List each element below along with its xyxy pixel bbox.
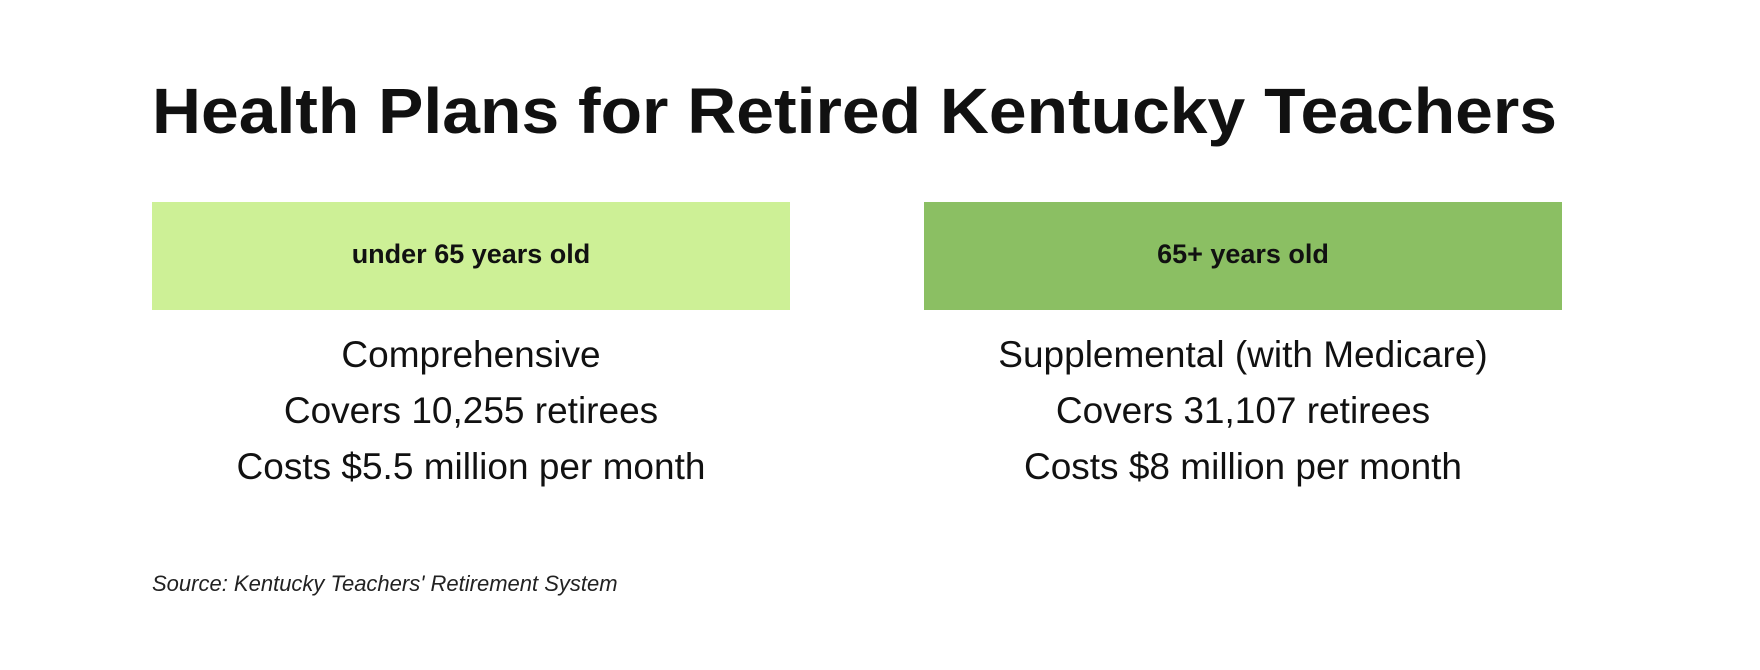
column-line: Costs $5.5 million per month [237,446,706,487]
column-line: Supplemental (with Medicare) [998,334,1487,375]
column-header: under 65 years old [352,239,591,269]
source: Source: Kentucky Teachers' Retirement Sy… [152,571,618,596]
column-header: 65+ years old [1157,239,1329,269]
column-header-box [924,202,1562,310]
column-line: Covers 31,107 retirees [1056,390,1430,431]
title: Health Plans for Retired Kentucky Teache… [152,75,1557,147]
column-header-box [152,202,790,310]
column-line: Covers 10,255 retirees [284,390,658,431]
column-line: Comprehensive [341,334,600,375]
column-line: Costs $8 million per month [1024,446,1462,487]
